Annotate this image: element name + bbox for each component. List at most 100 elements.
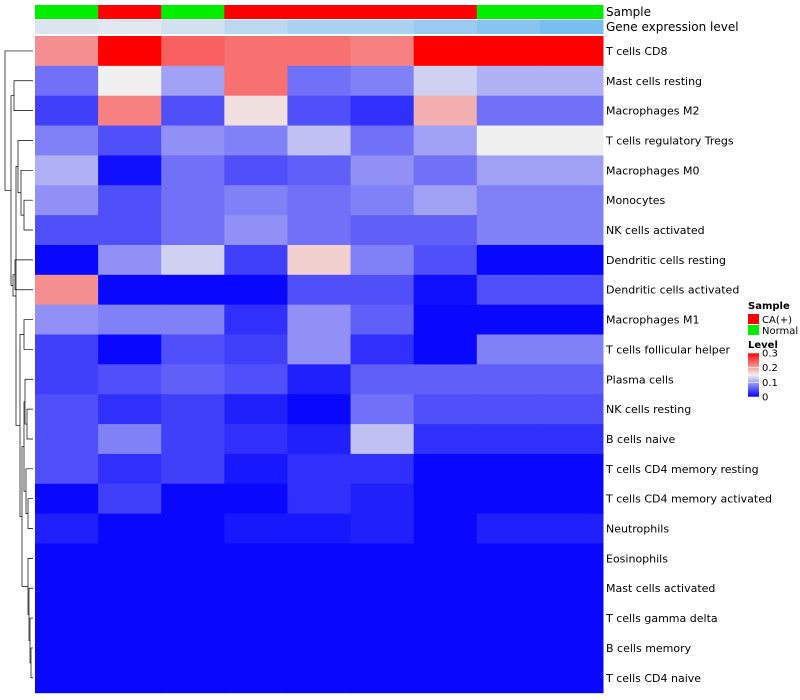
heatmap-cell (35, 573, 99, 604)
heatmap-cell (287, 125, 352, 156)
heatmap-cell (161, 662, 225, 694)
gene-expression-annotation-cell (98, 20, 162, 34)
heatmap-cell (350, 394, 415, 425)
dendrogram-link (15, 166, 20, 426)
sample-annotation-cell (161, 5, 225, 19)
heatmap-cell (35, 364, 99, 395)
heatmap-cell (539, 304, 604, 335)
heatmap-cell (35, 334, 99, 365)
heatmap-cell (35, 304, 99, 335)
heatmap-cell (35, 36, 99, 67)
heatmap-cell (539, 513, 604, 544)
heatmap-cell (35, 95, 99, 127)
heatmap-cell (350, 244, 415, 276)
heatmap-cell (413, 662, 478, 694)
heatmap-cell (35, 185, 99, 216)
heatmap-cell (350, 633, 415, 664)
heatmap-cell (161, 215, 225, 246)
row-label: Macrophages M1 (606, 314, 699, 327)
heatmap-cell (476, 453, 541, 485)
heatmap-cell (413, 274, 478, 306)
heatmap-cell (224, 603, 288, 634)
heatmap-cell (413, 483, 478, 515)
heatmap-cell (161, 36, 225, 67)
heatmap-cell (287, 65, 352, 97)
dendrogram-link (26, 408, 33, 440)
row-label: NK cells activated (606, 224, 705, 237)
heatmap-cell (161, 185, 225, 216)
legend-tick-label: 0.2 (762, 363, 778, 374)
heatmap-cell (413, 633, 478, 664)
row-label: T cells gamma delta (605, 612, 718, 625)
heatmap-cell (98, 36, 162, 67)
heatmap-cell (476, 65, 541, 97)
row-label: Monocytes (606, 194, 666, 207)
heatmap-cell (539, 633, 604, 664)
heatmap-cell (350, 185, 415, 216)
heatmap-cell (413, 125, 478, 156)
heatmap-cell (350, 215, 415, 246)
heatmap-cell (476, 215, 541, 246)
heatmap-cell (413, 543, 478, 574)
row-label: Eosinophils (606, 552, 668, 565)
heatmap-cell (413, 185, 478, 216)
heatmap-cell (224, 573, 288, 604)
heatmap-cell (539, 603, 604, 634)
heatmap-cell (287, 95, 352, 127)
heatmap-cell (224, 274, 288, 306)
heatmap-cell (35, 155, 99, 186)
gene-expression-annotation-cell (224, 20, 288, 34)
heatmap-cell (161, 573, 225, 604)
heatmap-cell (539, 334, 604, 365)
heatmap-cell (476, 394, 541, 425)
heatmap-cell (287, 424, 352, 455)
dendrogram-link (13, 80, 33, 111)
heatmap-cell (35, 125, 99, 156)
heatmap-cell (413, 215, 478, 246)
heatmap-cell (98, 274, 162, 306)
sample-annotation-cell (35, 5, 99, 19)
heatmap-cell (161, 304, 225, 335)
row-label: Neutrophils (606, 523, 669, 536)
heatmap-cell (539, 36, 604, 67)
heatmap-cell (98, 603, 162, 634)
heatmap-cell (413, 36, 478, 67)
heatmap-cell (161, 513, 225, 544)
sample-annotation-cell (413, 5, 478, 19)
heatmap-cell (224, 215, 288, 246)
dendrogram-link (10, 95, 14, 286)
heatmap-cell (539, 215, 604, 246)
heatmap-cell (539, 155, 604, 186)
sample-annotation-cell (224, 5, 288, 19)
heatmap-cell (161, 483, 225, 515)
heatmap-cell (224, 364, 288, 395)
heatmap-cell (161, 394, 225, 425)
dendrogram-link (4, 50, 33, 191)
heatmap-cell (476, 483, 541, 515)
heatmap-cell (539, 483, 604, 515)
heatmap-cell (161, 633, 225, 664)
row-label: T cells follicular helper (605, 343, 731, 356)
heatmap-cell (287, 274, 352, 306)
heatmap-cell (413, 155, 478, 186)
heatmap-cell (476, 603, 541, 634)
heatmap-cell (287, 155, 352, 186)
heatmap-cell (161, 453, 225, 485)
heatmap-cell (224, 543, 288, 574)
heatmap-cell (350, 424, 415, 455)
heatmap-cell (224, 125, 288, 156)
heatmap-cell (98, 215, 162, 246)
heatmap-cell (539, 125, 604, 156)
heatmap-cell (350, 453, 415, 485)
row-label: T cells CD4 memory activated (605, 493, 772, 506)
heatmap-cell (350, 603, 415, 634)
heatmap-cell (98, 513, 162, 544)
dendrogram-link (24, 378, 33, 425)
heatmap-cell (35, 513, 99, 544)
row-label: T cells CD8 (605, 45, 668, 58)
dendrogram-link (30, 647, 33, 679)
row-label: Dendritic cells resting (606, 254, 726, 267)
heatmap-cell (224, 513, 288, 544)
heatmap-cell (224, 633, 288, 664)
